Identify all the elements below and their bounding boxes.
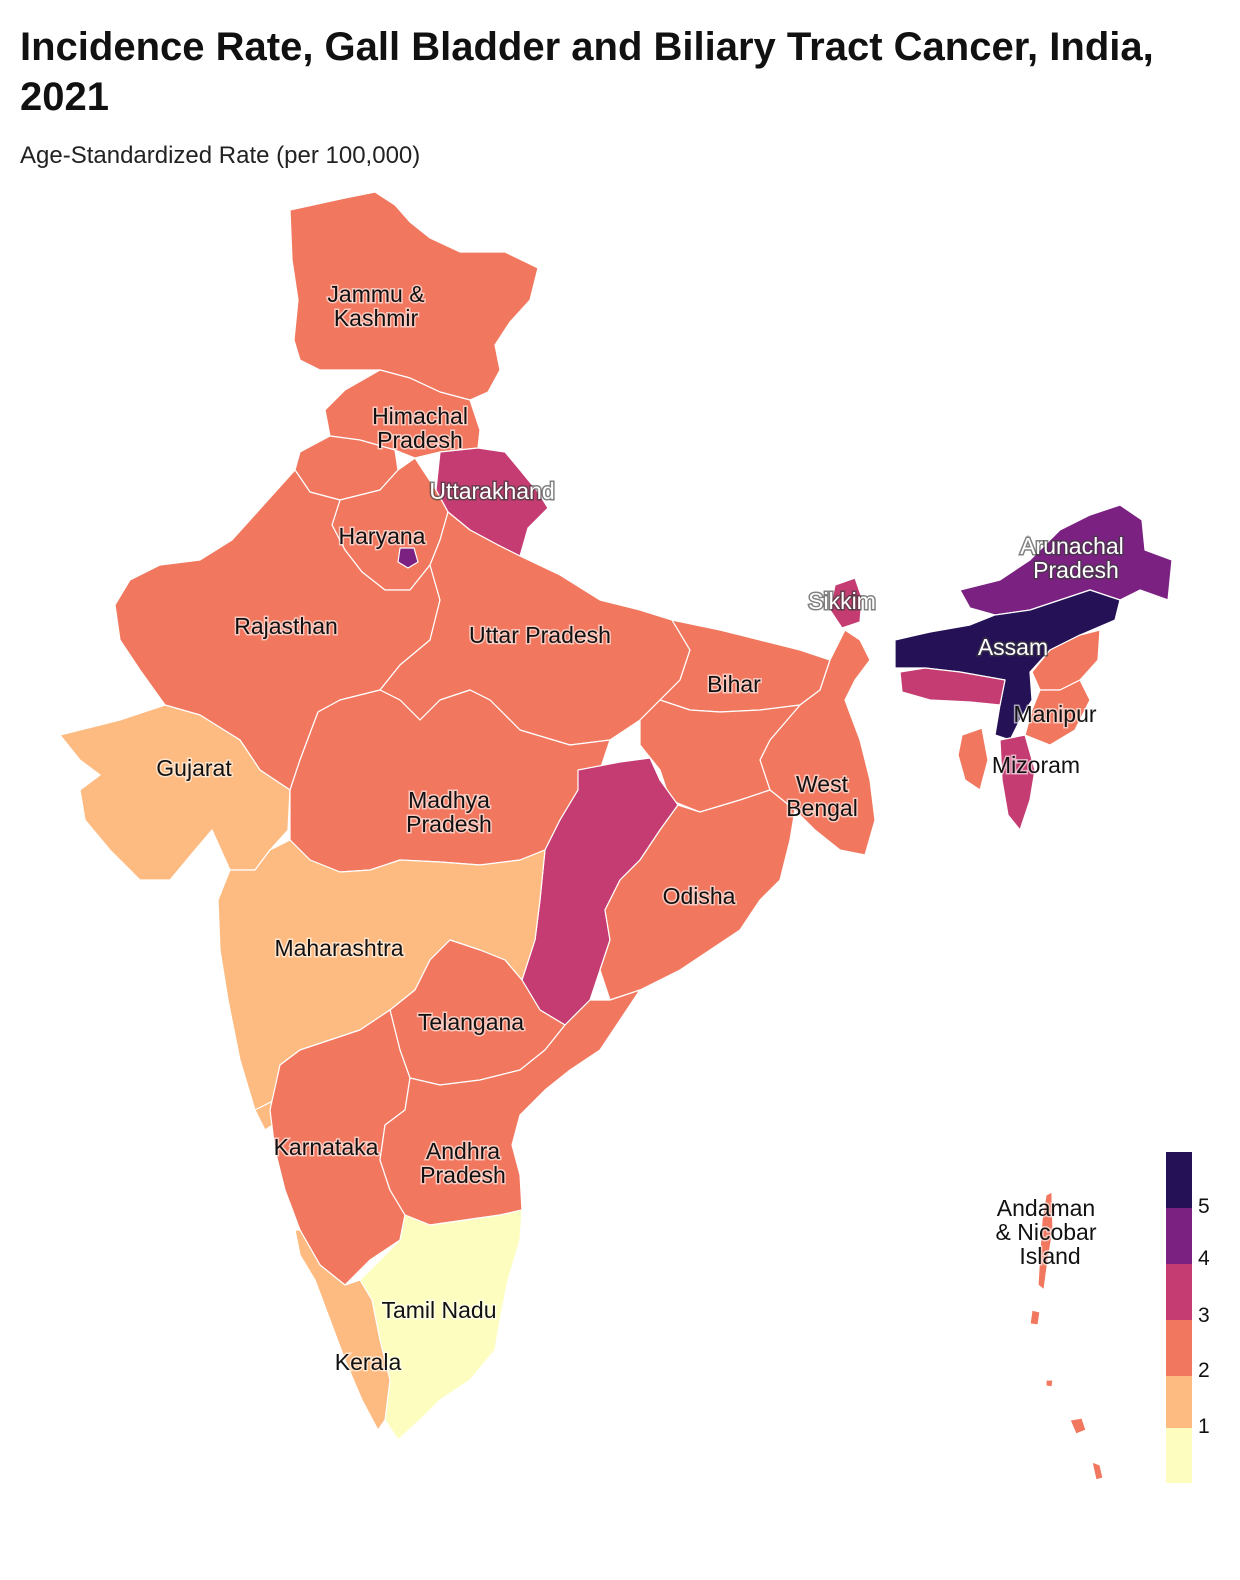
region-mizoram[interactable]: [999, 734, 1036, 831]
region-andaman-island-middle[interactable]: [1029, 1309, 1041, 1326]
label-andhra-pradesh: Andhra Pradesh: [420, 1138, 506, 1188]
region-manipur[interactable]: [1024, 679, 1091, 746]
label-rajasthan: Rajasthan: [234, 613, 338, 639]
region-labels: Jammu & Kashmir Himachal Pradesh Uttarakha…: [155, 280, 1126, 1377]
region-nicobar-island-b[interactable]: [1069, 1417, 1087, 1435]
region-kerala[interactable]: [294, 1229, 391, 1431]
region-tripura[interactable]: [957, 727, 989, 791]
map-subtitle: Age-Standardized Rate (per 100,000): [20, 142, 421, 169]
region-odisha[interactable]: [599, 789, 796, 1001]
legend-tick-2: 2: [1198, 1359, 1210, 1382]
label-karnataka: Karnataka: [274, 1134, 379, 1160]
legend-swatch-1: [1166, 1376, 1192, 1428]
legend-swatch-3: [1166, 1264, 1192, 1320]
label-sikkim: Sikkim: [808, 588, 876, 614]
legend-tick-3: 3: [1198, 1304, 1210, 1327]
label-uttar-pradesh: Uttar Pradesh: [469, 622, 611, 648]
label-telangana: Telangana: [418, 1009, 524, 1035]
label-west-bengal: West Bengal: [786, 771, 858, 821]
label-madhya-pradesh: Madhya Pradesh: [406, 787, 492, 837]
label-arunachal-pradesh: Arunachal Pradesh: [1020, 533, 1124, 583]
legend-swatch-5: [1166, 1152, 1192, 1208]
region-andaman-island-north[interactable]: [1037, 1191, 1054, 1291]
legend-tick-1: 1: [1198, 1415, 1210, 1438]
region-meghalaya[interactable]: [899, 667, 1006, 706]
legend-swatch-4: [1166, 1208, 1192, 1264]
color-legend: 5 4 3 2 1: [1166, 1152, 1210, 1483]
legend-tick-5: 5: [1198, 1195, 1210, 1218]
label-himachal-pradesh: Himachal Pradesh: [372, 403, 468, 453]
region-delhi[interactable]: [397, 547, 419, 569]
label-bihar: Bihar: [707, 671, 761, 697]
region-bihar[interactable]: [659, 619, 831, 713]
region-jammu-kashmir[interactable]: [289, 191, 539, 401]
label-tamil-nadu: Tamil Nadu: [381, 1297, 496, 1323]
region-nicobar-island-c[interactable]: [1091, 1461, 1104, 1481]
region-sikkim[interactable]: [829, 577, 863, 629]
label-haryana: Haryana: [339, 523, 426, 549]
label-kerala: Kerala: [335, 1349, 402, 1375]
legend-swatch-2: [1166, 1320, 1192, 1376]
label-jammu-kashmir: Jammu & Kashmir: [327, 281, 424, 331]
label-assam: Assam: [978, 634, 1048, 660]
region-himachal-pradesh[interactable]: [324, 369, 481, 459]
legend-tick-4: 4: [1198, 1247, 1210, 1270]
label-manipur: Manipur: [1013, 701, 1096, 727]
region-andhra-pradesh[interactable]: [379, 989, 641, 1226]
label-andaman-nicobar: Andaman & Nicobar Island: [996, 1195, 1097, 1269]
label-mizoram: Mizoram: [992, 752, 1080, 778]
label-uttarakhand: Uttarakhand: [429, 478, 554, 504]
label-maharashtra: Maharashtra: [274, 935, 403, 961]
region-nicobar-island-a[interactable]: [1045, 1379, 1054, 1388]
legend-swatch-0: [1166, 1428, 1192, 1483]
label-odisha: Odisha: [663, 883, 736, 909]
map-title: Incidence Rate, Gall Bladder and Biliary…: [20, 25, 1154, 119]
label-gujarat: Gujarat: [156, 755, 232, 781]
